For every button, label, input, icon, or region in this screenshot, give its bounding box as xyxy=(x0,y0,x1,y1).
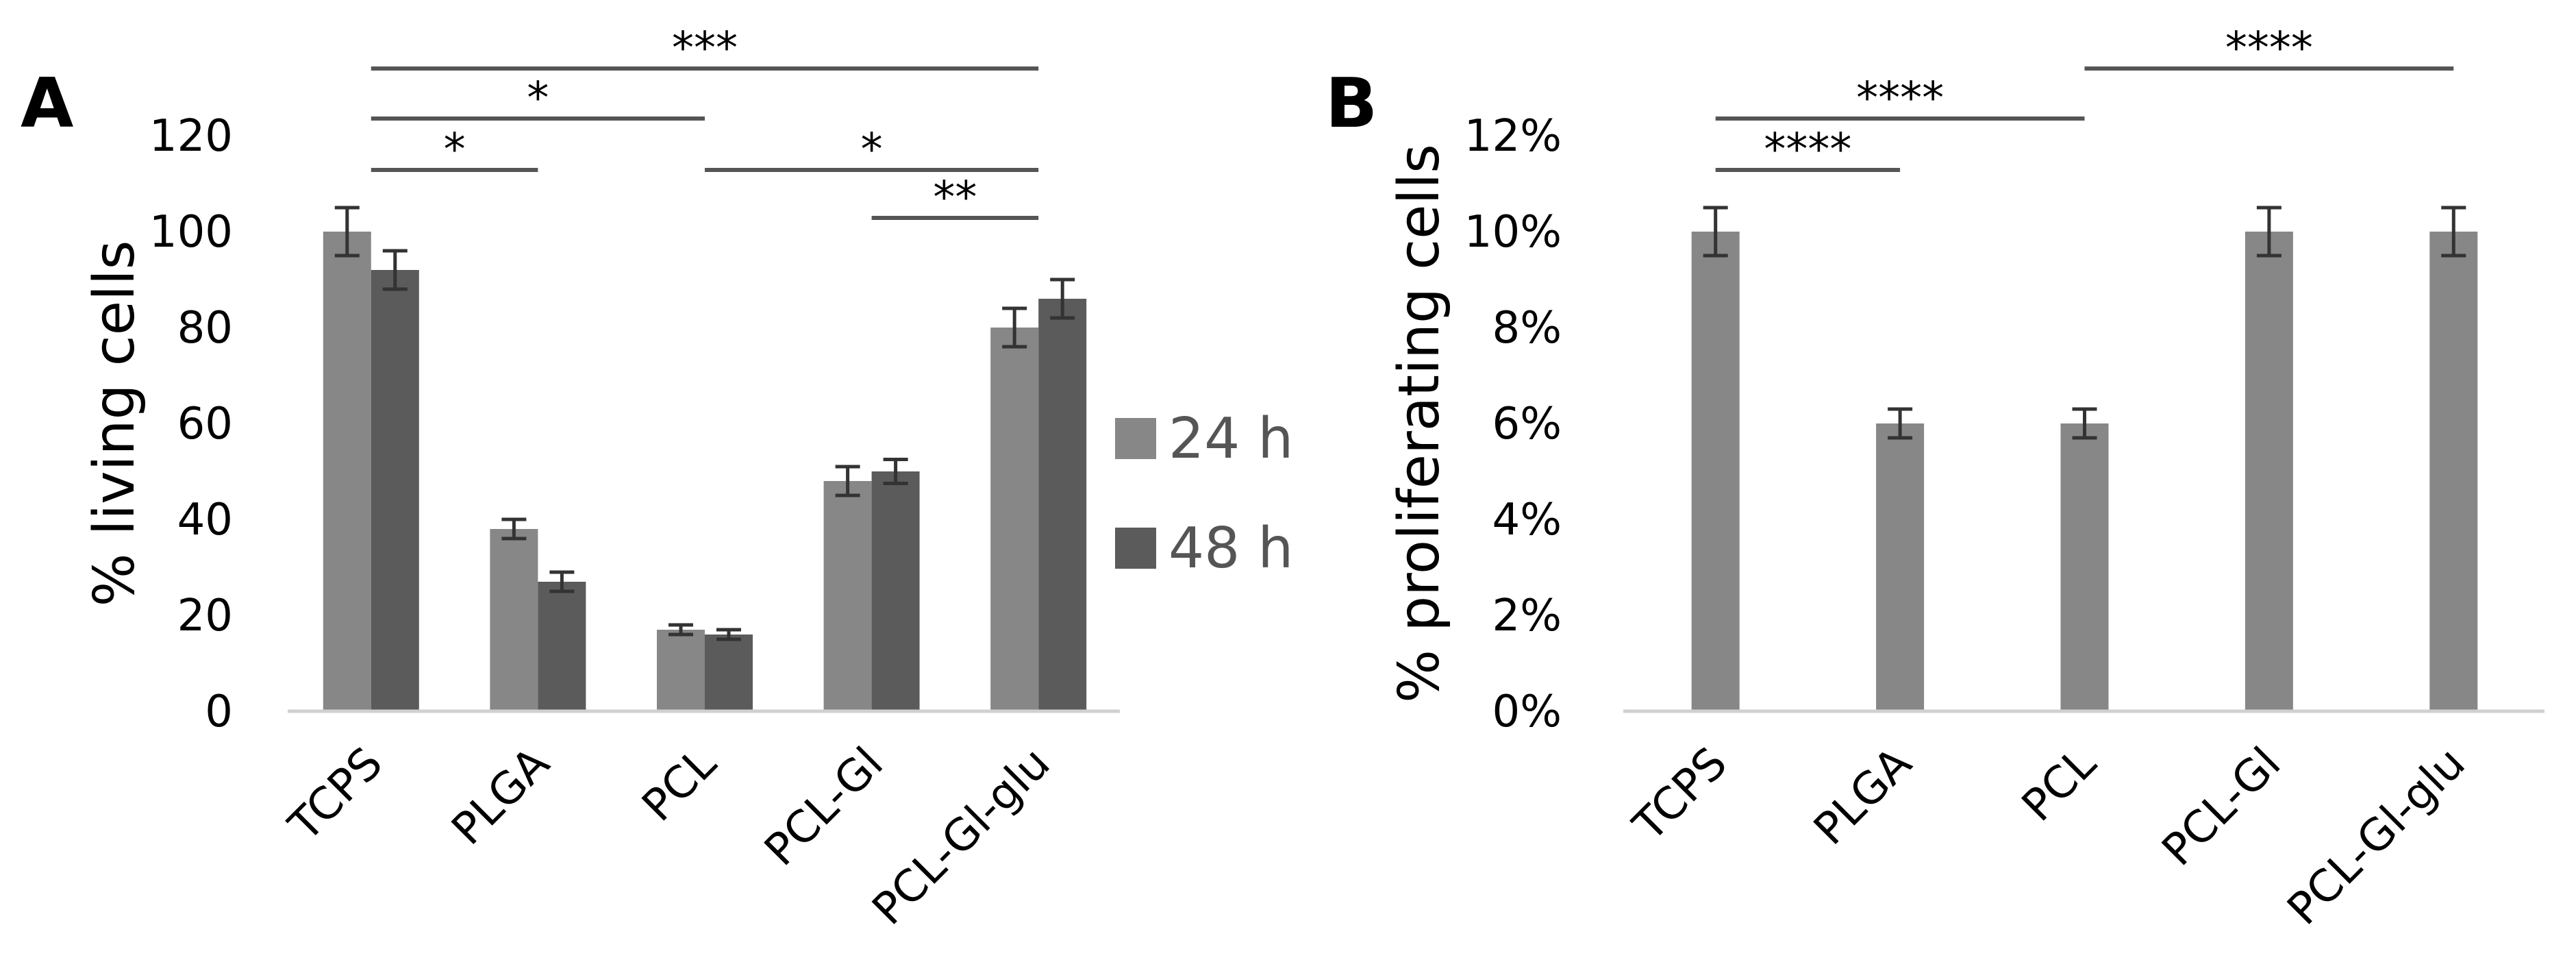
panel-a-legend-label: 24 h xyxy=(1168,406,1293,471)
panel-a-error-bar xyxy=(883,458,908,485)
panel-b-x-tick-label: PCL-Gl xyxy=(2153,738,2290,876)
panel-b-error-bar xyxy=(1888,407,1913,440)
panel-a-bar xyxy=(990,328,1039,711)
panel-a-error-bar xyxy=(501,517,527,541)
panel-b-bar xyxy=(2429,232,2478,711)
panel-a-bar xyxy=(657,630,705,711)
panel-b-error-bar xyxy=(2441,206,2466,258)
panel-b-y-axis-label: % proliferating cells xyxy=(1387,144,1452,703)
panel-a-significance-label: ** xyxy=(933,173,977,223)
panel-a-bar xyxy=(490,529,538,711)
panel-a-legend: 24 h 48 h xyxy=(1115,406,1293,581)
panel-b-y-tick-label: 6% xyxy=(1492,399,1562,449)
panel-b-bar xyxy=(2060,423,2109,711)
panel-b-bar xyxy=(1691,232,1740,711)
panel-a-bar xyxy=(1038,299,1087,711)
panel-a-y-tick-label: 0 xyxy=(205,687,233,737)
panel-b-label: B xyxy=(1325,63,1377,143)
panel-a-y-tick-label: 100 xyxy=(149,207,233,258)
panel-a-bar xyxy=(371,270,419,711)
panel-a-significance-label: * xyxy=(444,125,466,175)
panel-b-y-tick-label: 8% xyxy=(1492,303,1562,354)
panel-a-y-tick-label: 80 xyxy=(177,303,233,354)
panel-b-y-tick-label: 2% xyxy=(1492,591,1562,641)
panel-a-label: A xyxy=(21,63,73,143)
panel-b-error-bar xyxy=(2072,407,2097,440)
panel-a-x-tick-label: PCL-Gl xyxy=(755,738,893,876)
panel-a-error-bar xyxy=(382,249,408,291)
panel-a-error-bar xyxy=(668,623,693,637)
panel-a-legend-swatch xyxy=(1115,528,1156,569)
panel-b-y-tick-label: 12% xyxy=(1464,111,1562,162)
panel-a-bar xyxy=(538,582,586,711)
panel-a-y-axis-label: % living cells xyxy=(82,241,147,607)
panel-a-x-tick-label: TCPS xyxy=(279,738,392,852)
panel-a-significance-label: *** xyxy=(672,23,738,74)
panel-a-error-bar xyxy=(835,465,860,497)
panel-a-y-tick-label: 60 xyxy=(177,399,233,449)
panel-b-y-tick-label: 4% xyxy=(1492,495,1562,545)
panel-b-x-tick-label: PCL-Gl-glu xyxy=(2278,738,2475,935)
panel-b-error-bar xyxy=(1703,206,1728,258)
panel-a-bar xyxy=(705,635,753,711)
panel-b-x-tick-label: PLGA xyxy=(1805,738,1922,855)
panel-a-error-bar xyxy=(549,570,575,593)
panel-b-y-tick-label: 10% xyxy=(1464,207,1562,258)
panel-b-bar xyxy=(1876,423,1925,711)
panel-a-x-tick-label: PLGA xyxy=(442,738,560,855)
panel-a-chart: 0 20 40 60 80 100 120 % living cells TCPS PLGA PCL… xyxy=(82,23,1293,935)
panel-a-error-bar xyxy=(334,206,360,258)
panel-a-significance-label: * xyxy=(527,73,549,124)
panel-a-y-tick-label: 40 xyxy=(177,495,233,545)
panel-a-y-tick-label: 120 xyxy=(149,111,233,162)
panel-b-y-tick-label: 0% xyxy=(1492,687,1562,737)
panel-a-error-bar xyxy=(716,628,741,641)
panel-a-legend-swatch xyxy=(1115,418,1156,459)
panel-b-chart: 0% 2% 4% 6% 8% 10% 12%% proliferating cells TCP… xyxy=(1387,23,2544,935)
panel-b-significance-label: **** xyxy=(1764,125,1851,175)
panel-a-x-tick-label: PCL-Gl-glu xyxy=(863,738,1060,935)
panel-a-bar xyxy=(823,481,872,711)
panel-b-error-bar xyxy=(2256,206,2281,258)
panel-a-x-tick-label: PCL xyxy=(633,738,727,832)
panel-a-legend-label: 48 h xyxy=(1168,516,1293,581)
panel-b-bar xyxy=(2244,232,2293,711)
panel-a-bar xyxy=(871,471,920,711)
panel-a-significance-label: * xyxy=(861,125,883,175)
panel-b-significance-label: **** xyxy=(2225,23,2313,74)
panel-b-x-tick-label: TCPS xyxy=(1623,738,1737,852)
panel-b-x-tick-label: PCL xyxy=(2012,738,2106,832)
panel-a-error-bar xyxy=(1002,306,1027,349)
panel-a-y-tick-label: 20 xyxy=(177,591,233,641)
panel-a-error-bar xyxy=(1050,278,1075,320)
panel-b-significance-label: **** xyxy=(1856,73,1944,124)
panel-a-bar xyxy=(323,232,371,711)
